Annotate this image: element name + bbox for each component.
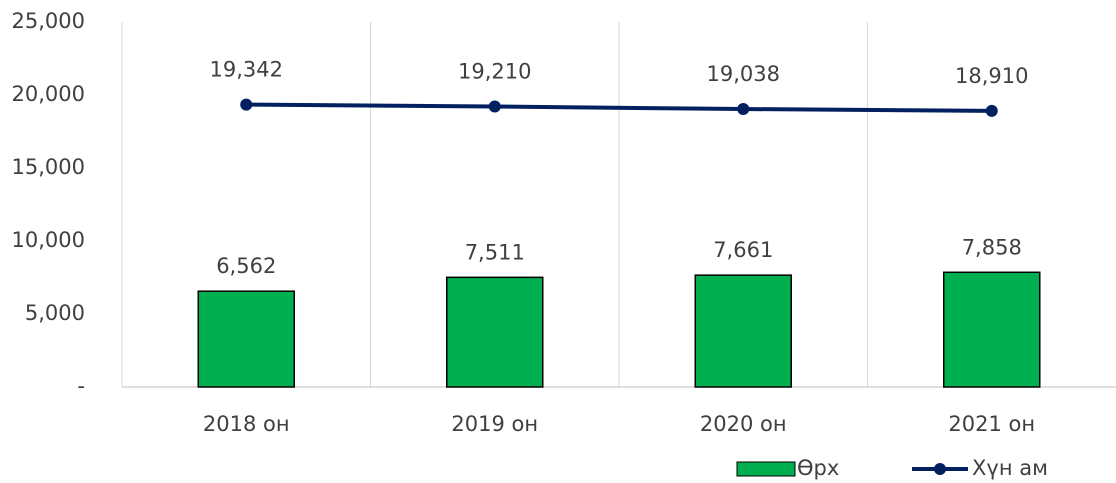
y-tick-label: 25,000	[12, 9, 85, 33]
data-label: 7,858	[962, 235, 1022, 259]
x-tick-label: 2020 он	[700, 412, 787, 436]
legend-swatch	[736, 461, 796, 477]
bar	[446, 276, 544, 388]
legend-marker	[934, 463, 946, 475]
y-tick-label: 15,000	[12, 155, 85, 179]
y-tick-label: -	[77, 374, 85, 398]
data-label: 6,562	[216, 254, 276, 278]
x-tick-label: 2019 он	[451, 412, 538, 436]
marker	[985, 104, 998, 117]
y-tick-label: 20,000	[12, 82, 85, 106]
bar	[197, 290, 295, 388]
data-label: 19,038	[707, 62, 780, 86]
data-label: 7,511	[465, 240, 525, 264]
bar	[694, 274, 792, 388]
x-tick-label: 2021 он	[948, 412, 1035, 436]
marker	[240, 98, 253, 111]
x-tick-label: 2018 он	[203, 412, 290, 436]
line	[246, 102, 992, 113]
legend-label: Хүн ам	[972, 456, 1048, 480]
data-label: 18,910	[955, 64, 1028, 88]
data-label: 19,210	[458, 60, 531, 84]
y-tick-label: 10,000	[12, 228, 85, 252]
legend-label: Өрх	[797, 456, 839, 480]
y-tick-label: 5,000	[25, 301, 85, 325]
bar	[943, 271, 1041, 388]
data-label: 7,661	[713, 238, 773, 262]
marker	[488, 100, 501, 113]
marker	[737, 103, 750, 116]
data-label: 19,342	[210, 58, 283, 82]
